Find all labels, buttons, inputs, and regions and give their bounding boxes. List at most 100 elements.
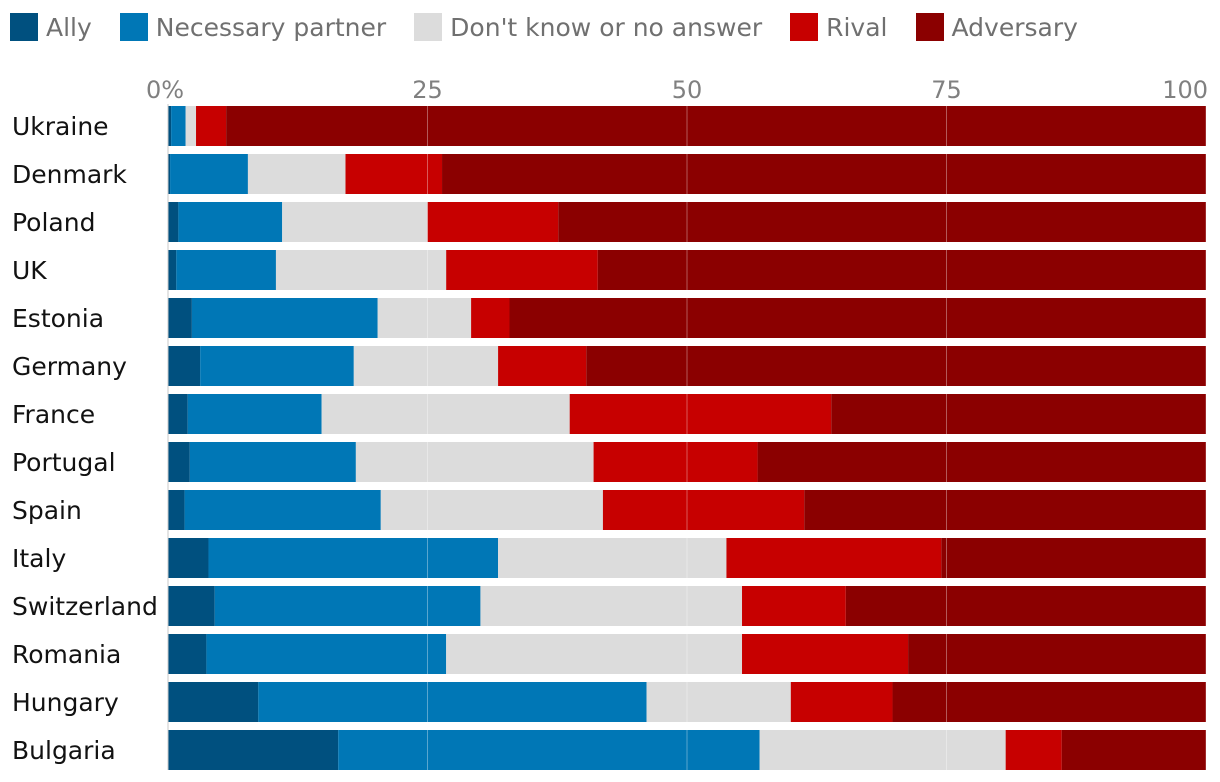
bar-segment <box>206 634 447 674</box>
legend-swatch <box>414 13 443 41</box>
legend-label: Necessary partner <box>155 12 387 42</box>
bar-segment <box>1005 730 1062 770</box>
bar-segment <box>742 634 909 674</box>
bar-segment <box>168 106 172 146</box>
bar-segment <box>168 442 190 482</box>
x-tick-label: 50 <box>672 76 703 104</box>
bar-segment <box>168 202 179 242</box>
bar-segment <box>176 250 276 290</box>
bar-segment <box>226 106 1207 146</box>
bar-segment <box>790 682 893 722</box>
legend-swatch <box>915 13 944 41</box>
category-label: Germany <box>12 352 127 381</box>
bar-segment <box>247 154 346 194</box>
legend-label: Ally <box>46 12 92 42</box>
bar-segment <box>586 346 1206 386</box>
bar-segment <box>757 442 1206 482</box>
bar-segment <box>200 346 354 386</box>
bar-segment <box>168 682 259 722</box>
category-label: France <box>12 400 95 429</box>
legend: Ally Necessary partner Don't know or no an… <box>10 10 1106 44</box>
category-label: Romania <box>12 640 121 669</box>
bar-segment <box>602 490 805 530</box>
bar-segment <box>208 538 499 578</box>
category-label: Italy <box>12 544 66 573</box>
category-label: Spain <box>12 496 82 525</box>
bar-segment <box>189 442 356 482</box>
legend-label: Adversary <box>951 12 1078 42</box>
bar-segment <box>446 634 743 674</box>
bar-segment <box>275 250 447 290</box>
bar-segment <box>168 154 171 194</box>
category-label: Portugal <box>12 448 116 477</box>
bar-segment <box>185 106 197 146</box>
bar-segment <box>191 298 378 338</box>
bar-segment <box>377 298 472 338</box>
bar-segment <box>282 202 428 242</box>
bar-segment <box>498 346 587 386</box>
legend-label: Don't know or no answer <box>450 12 763 42</box>
category-label: Denmark <box>12 160 127 189</box>
legend-item: Don't know or no answer <box>414 13 762 42</box>
category-label: Estonia <box>12 304 104 333</box>
bar-segment <box>831 394 1206 434</box>
bar-segment <box>168 730 339 770</box>
category-label: Poland <box>12 208 95 237</box>
legend-swatch <box>10 13 38 41</box>
bar-segment <box>168 298 192 338</box>
bar-segment <box>558 202 1206 242</box>
bar-segment <box>168 538 209 578</box>
bar-segment <box>442 154 1207 194</box>
x-tick-label: 25 <box>412 76 443 104</box>
bar-segment <box>726 538 942 578</box>
bar-segment <box>168 394 188 434</box>
bar-segment <box>338 730 760 770</box>
bar-segment <box>353 346 499 386</box>
bar-segment <box>196 106 227 146</box>
bar-segment <box>593 442 758 482</box>
bar-segment <box>845 586 1206 626</box>
bar-segment <box>509 298 1206 338</box>
bar-segment <box>892 682 1206 722</box>
bar-segment <box>742 586 846 626</box>
bar-segment <box>187 394 322 434</box>
bar-segment <box>184 490 381 530</box>
category-label: Switzerland <box>12 592 158 621</box>
legend-item: Rival <box>790 12 888 42</box>
bar-segment <box>446 250 598 290</box>
bar-segment <box>427 202 559 242</box>
bar-segment <box>908 634 1206 674</box>
bar-segment <box>178 202 283 242</box>
bar-segment <box>168 490 185 530</box>
bar-segment <box>168 250 177 290</box>
bar-segment <box>345 154 443 194</box>
bar-segment <box>569 394 832 434</box>
bar-segment <box>214 586 481 626</box>
bar-segment <box>941 538 1206 578</box>
legend-item: Necessary partner <box>119 12 387 42</box>
bar-segment <box>170 154 248 194</box>
bar-segment <box>804 490 1206 530</box>
x-tick-label: 100 <box>1162 76 1208 104</box>
bar-segment <box>258 682 647 722</box>
bar-segment <box>480 586 743 626</box>
bar-segment <box>168 346 201 386</box>
bar-segment <box>355 442 594 482</box>
category-label: UK <box>12 256 47 285</box>
legend-label: Rival <box>826 12 888 42</box>
bar-segment <box>168 634 207 674</box>
legend-swatch <box>119 13 148 41</box>
bar-segment <box>597 250 1206 290</box>
bar-segment <box>471 298 510 338</box>
bar-segment <box>1061 730 1206 770</box>
bar-segment <box>498 538 727 578</box>
x-tick-label: 75 <box>931 76 962 104</box>
x-tick-label: 0% <box>146 76 184 104</box>
category-label: Bulgaria <box>12 736 116 765</box>
bar-segment <box>321 394 570 434</box>
bar-segment <box>171 106 186 146</box>
legend-item: Ally <box>10 13 92 42</box>
bar-segment <box>380 490 603 530</box>
bar-segment <box>759 730 1006 770</box>
